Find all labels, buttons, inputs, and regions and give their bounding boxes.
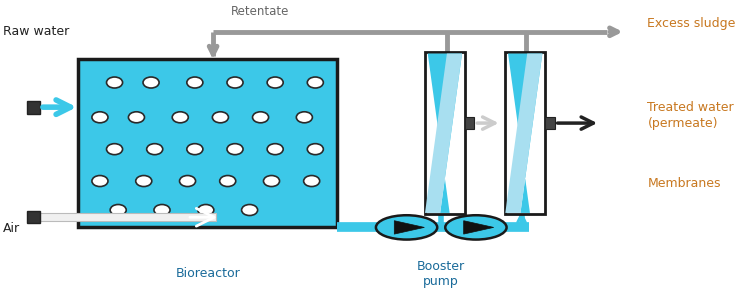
Polygon shape <box>428 54 462 213</box>
Polygon shape <box>508 54 542 213</box>
Ellipse shape <box>267 77 284 88</box>
Ellipse shape <box>187 144 203 155</box>
Bar <box>40 213 216 221</box>
Bar <box>27 101 40 113</box>
Text: Treated water
(permeate): Treated water (permeate) <box>648 101 734 130</box>
Ellipse shape <box>106 144 123 155</box>
Ellipse shape <box>136 176 152 187</box>
Ellipse shape <box>172 112 188 123</box>
Ellipse shape <box>263 176 280 187</box>
Bar <box>425 52 465 214</box>
Text: Excess sludge: Excess sludge <box>648 17 736 30</box>
Ellipse shape <box>308 77 323 88</box>
Polygon shape <box>464 221 494 234</box>
Ellipse shape <box>308 144 323 155</box>
Bar <box>78 59 337 227</box>
Text: Membranes: Membranes <box>648 178 721 190</box>
Ellipse shape <box>213 112 228 123</box>
Ellipse shape <box>92 112 108 123</box>
Ellipse shape <box>241 205 258 216</box>
Polygon shape <box>394 221 425 234</box>
Text: Retentate: Retentate <box>231 5 290 18</box>
Ellipse shape <box>227 144 243 155</box>
Ellipse shape <box>128 112 145 123</box>
Ellipse shape <box>92 176 108 187</box>
Text: Bioreactor: Bioreactor <box>175 267 240 280</box>
Ellipse shape <box>187 77 203 88</box>
Bar <box>465 117 474 130</box>
Text: Air: Air <box>3 222 20 235</box>
Text: Raw water: Raw water <box>3 25 69 38</box>
Ellipse shape <box>227 77 243 88</box>
Bar <box>27 212 40 223</box>
Bar <box>505 52 545 214</box>
Circle shape <box>376 215 437 240</box>
Ellipse shape <box>143 77 159 88</box>
Ellipse shape <box>198 205 214 216</box>
Circle shape <box>446 215 507 240</box>
Ellipse shape <box>253 112 268 123</box>
Bar <box>545 117 555 130</box>
Text: Booster
pump: Booster pump <box>417 260 465 288</box>
Ellipse shape <box>267 144 284 155</box>
Ellipse shape <box>147 144 163 155</box>
Ellipse shape <box>304 176 320 187</box>
Ellipse shape <box>179 176 195 187</box>
Ellipse shape <box>106 77 123 88</box>
Ellipse shape <box>219 176 236 187</box>
Polygon shape <box>425 54 462 213</box>
Ellipse shape <box>296 112 312 123</box>
Ellipse shape <box>154 205 170 216</box>
Polygon shape <box>505 54 542 213</box>
Ellipse shape <box>110 205 126 216</box>
